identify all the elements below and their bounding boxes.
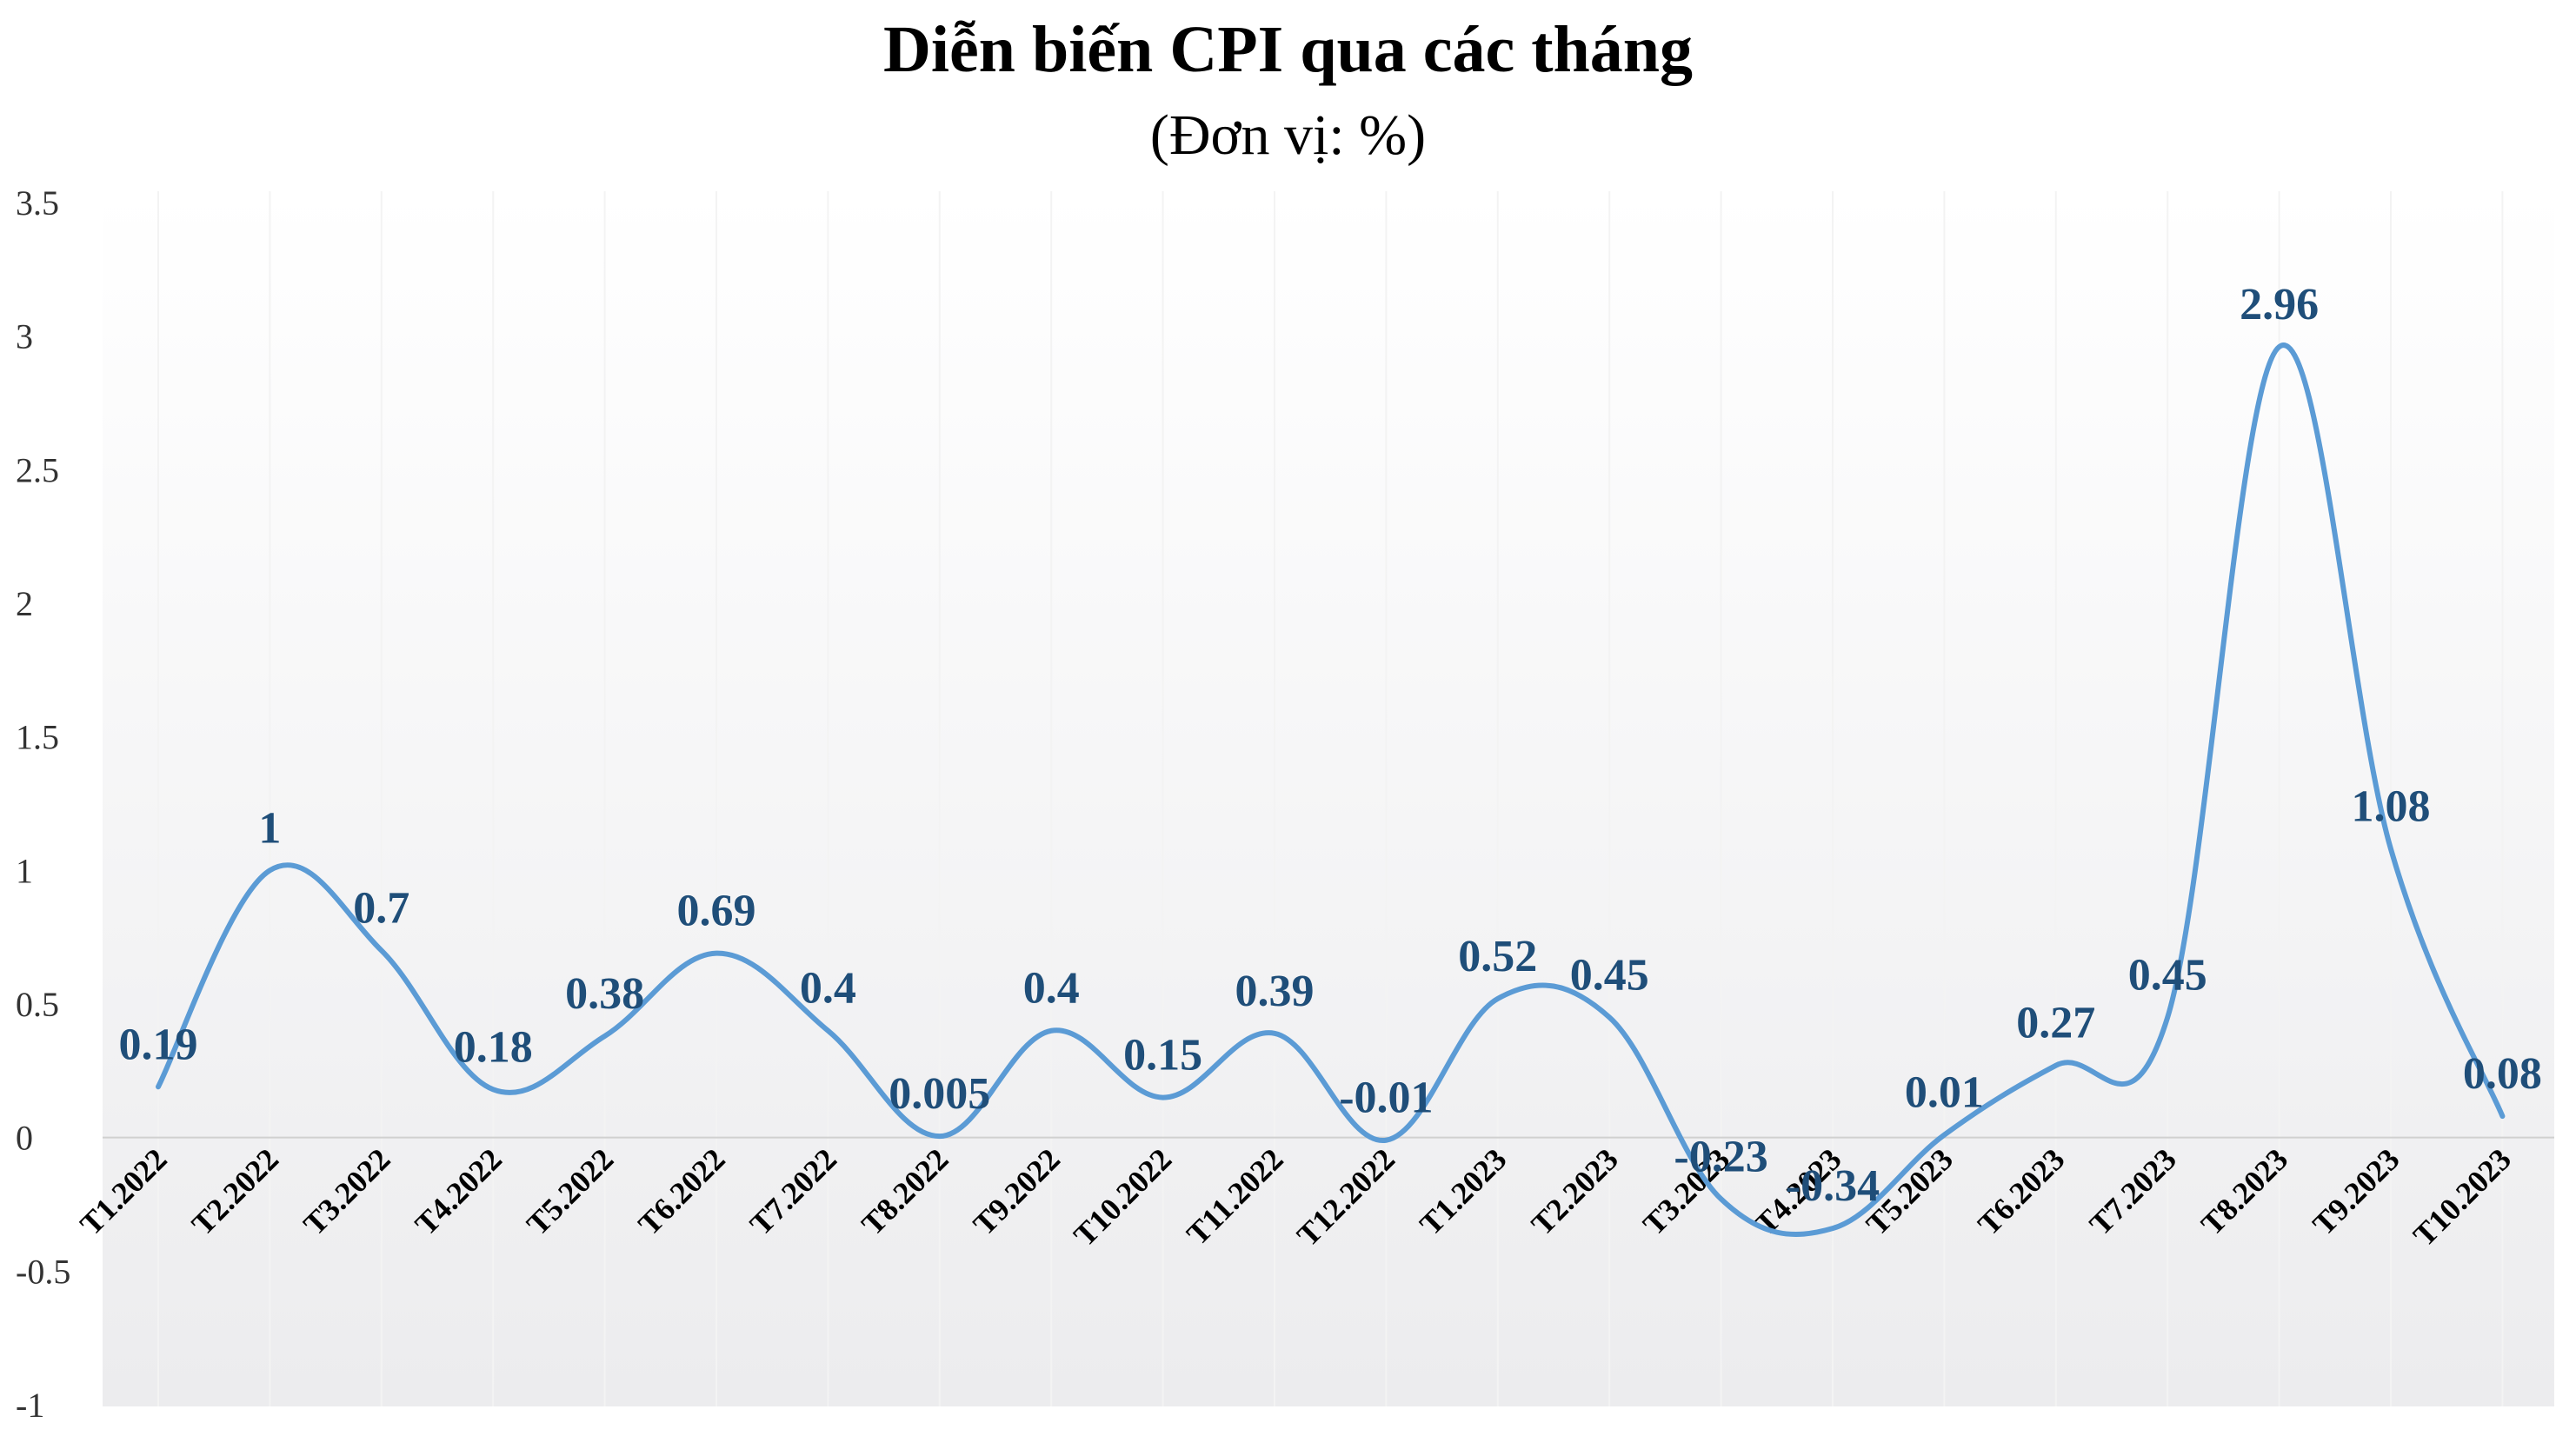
y-tick-label: -1 xyxy=(16,1386,44,1425)
data-label: 1 xyxy=(258,803,281,853)
data-label: 0.45 xyxy=(2128,950,2207,1000)
y-tick-label: 2 xyxy=(16,584,33,623)
y-tick-label: 0 xyxy=(16,1119,33,1158)
y-axis: 3.5 3 2.5 2 1.5 1 0.5 0 -0.5 -1 xyxy=(16,183,70,1425)
data-label: 0.27 xyxy=(2016,999,2095,1048)
y-tick-label: 1 xyxy=(16,851,33,890)
y-tick-label: 0.5 xyxy=(16,985,59,1024)
data-label: 0.4 xyxy=(1023,964,1080,1014)
data-label: 0.01 xyxy=(1905,1068,1984,1118)
data-label: 0.7 xyxy=(353,884,409,934)
data-label: 0.4 xyxy=(800,964,856,1014)
chart-subtitle: (Đơn vị: %) xyxy=(1149,103,1427,167)
data-label: -0.01 xyxy=(1339,1074,1433,1123)
data-label: -0.23 xyxy=(1674,1132,1767,1181)
data-label: 2.96 xyxy=(2240,280,2319,329)
data-label: 0.18 xyxy=(454,1022,533,1072)
data-label: 0.19 xyxy=(119,1020,198,1069)
data-label: 1.08 xyxy=(2352,782,2431,832)
data-label: 0.39 xyxy=(1235,967,1315,1016)
y-tick-label: 3 xyxy=(16,317,33,356)
data-label: 0.15 xyxy=(1123,1031,1202,1080)
y-tick-label: -0.5 xyxy=(16,1252,70,1291)
y-tick-label: 3.5 xyxy=(16,183,59,223)
data-label: 0.005 xyxy=(889,1069,990,1119)
data-label: -0.34 xyxy=(1786,1161,1880,1211)
y-tick-label: 2.5 xyxy=(16,450,59,489)
category-gridlines xyxy=(157,191,2504,1406)
data-label: 0.52 xyxy=(1458,932,1537,981)
data-label: 0.08 xyxy=(2463,1049,2542,1099)
chart-title: Diễn biến CPI qua các tháng xyxy=(882,13,1694,86)
plot-area xyxy=(103,191,2554,1406)
data-label: 0.45 xyxy=(1570,950,1649,1000)
data-labels: 0.19 1 0.7 0.18 0.38 0.69 0.4 0.005 0.4 0.15 0.39 -… xyxy=(119,280,2542,1211)
data-label: 0.69 xyxy=(677,887,756,936)
series-line xyxy=(156,342,2506,1237)
data-label: 0.38 xyxy=(565,969,644,1019)
y-tick-label: 1.5 xyxy=(16,718,59,757)
